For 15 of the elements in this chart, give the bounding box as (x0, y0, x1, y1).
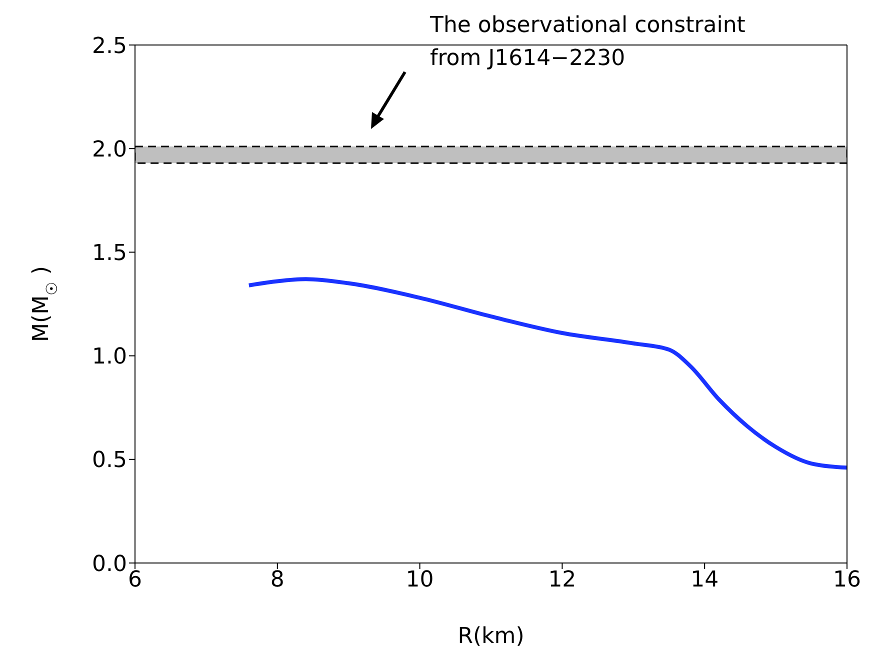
y-tick-label: 1.0 (92, 344, 127, 370)
line-series (246, 277, 847, 470)
x-tick-label: 6 (128, 568, 142, 593)
y-tick-label: 2.5 (92, 34, 127, 59)
y-tick-label: 2.0 (92, 137, 127, 162)
x-tick-label: 10 (406, 568, 434, 593)
x-tick-label: 12 (548, 568, 576, 593)
x-tick-label: 14 (690, 568, 719, 593)
x-axis-title: R(km) (458, 624, 524, 649)
y-tick-label: 0.5 (92, 448, 127, 474)
y-tick-label: 0.0 (92, 552, 127, 577)
x-tick-label: 16 (833, 568, 861, 593)
x-tick-label: 8 (270, 568, 284, 593)
y-tick-label: 1.5 (92, 241, 127, 266)
annotation: The observational constraint from J1614−2230 (429, 13, 746, 71)
